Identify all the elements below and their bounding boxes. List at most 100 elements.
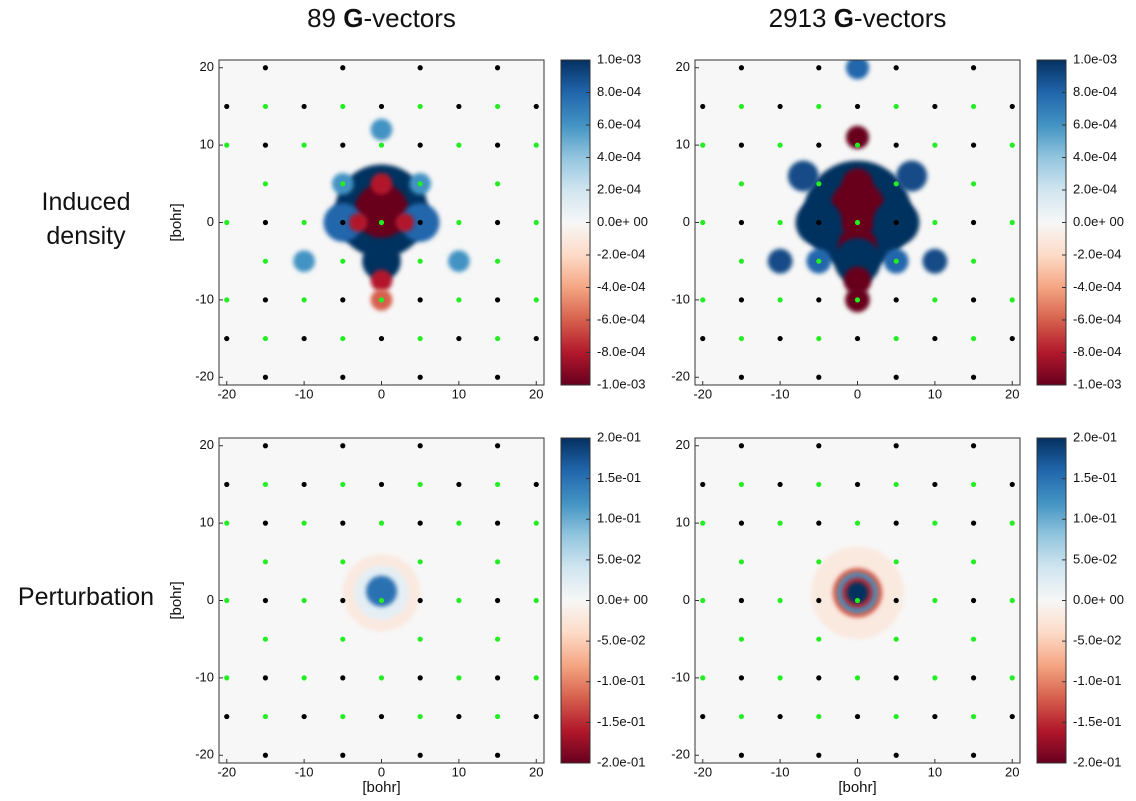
atom bbox=[1009, 335, 1015, 342]
colorbar-tick-label: 1.0e-03 bbox=[597, 51, 641, 66]
x-tick-label: -10 bbox=[771, 386, 790, 401]
atom bbox=[970, 65, 977, 71]
colorbar-tick-label: -1.5e-01 bbox=[597, 714, 645, 729]
colorbar-tick-label: 0.0e+ 00 bbox=[597, 592, 648, 607]
x-tick-label: -10 bbox=[295, 764, 314, 779]
atom bbox=[970, 636, 977, 642]
atom bbox=[854, 597, 861, 604]
atom bbox=[816, 297, 822, 303]
atom bbox=[738, 297, 745, 303]
atom bbox=[970, 713, 977, 720]
atom bbox=[700, 335, 706, 342]
colorbar-tick-label: 6.0e-04 bbox=[597, 116, 641, 131]
x-tick-label: -20 bbox=[693, 764, 712, 779]
field-feature bbox=[354, 183, 409, 238]
atom bbox=[533, 597, 539, 604]
atom bbox=[777, 297, 783, 303]
atom bbox=[262, 520, 269, 526]
colorbar-tick-label: -1.5e-01 bbox=[1073, 714, 1121, 729]
y-tick-label: -20 bbox=[671, 747, 690, 762]
x-tick-label: -10 bbox=[295, 386, 314, 401]
atom bbox=[970, 181, 977, 187]
field-feature bbox=[846, 581, 869, 604]
atom bbox=[456, 297, 462, 303]
atom bbox=[417, 675, 423, 681]
atom bbox=[340, 65, 346, 71]
atom bbox=[340, 297, 346, 303]
atom bbox=[738, 481, 745, 488]
atom bbox=[932, 335, 938, 342]
field-feature bbox=[834, 237, 881, 285]
atom bbox=[533, 297, 539, 303]
atom bbox=[340, 675, 346, 681]
atom bbox=[700, 713, 706, 720]
colorbar-tick-label: 0.0e+ 00 bbox=[597, 214, 648, 229]
atom bbox=[417, 374, 423, 380]
atom bbox=[777, 520, 783, 526]
atom bbox=[340, 520, 346, 526]
atom bbox=[932, 219, 938, 226]
atom bbox=[301, 142, 307, 148]
y-tick-label: -10 bbox=[195, 291, 214, 306]
atom bbox=[262, 559, 269, 565]
atom bbox=[301, 297, 307, 303]
atom bbox=[970, 142, 977, 148]
x-tick-label: -10 bbox=[771, 764, 790, 779]
atom bbox=[970, 481, 977, 488]
colorbar bbox=[1036, 59, 1067, 386]
atom bbox=[494, 258, 501, 264]
colorbar-tick-label: -8.0e-04 bbox=[597, 344, 645, 359]
y-tick-label: -10 bbox=[195, 669, 214, 684]
atom bbox=[1009, 713, 1015, 720]
column-title: 89 G-vectors bbox=[307, 3, 456, 33]
atom bbox=[378, 520, 385, 526]
atom bbox=[301, 713, 307, 720]
atom bbox=[893, 65, 899, 71]
atom bbox=[494, 297, 501, 303]
atom bbox=[417, 181, 423, 187]
atom bbox=[262, 258, 269, 264]
field-feature bbox=[767, 248, 793, 274]
atom bbox=[893, 713, 899, 720]
atom bbox=[494, 103, 501, 110]
field-feature bbox=[362, 241, 401, 281]
atom bbox=[777, 142, 783, 148]
atom bbox=[262, 481, 269, 488]
atom bbox=[970, 374, 977, 380]
atom bbox=[970, 258, 977, 264]
atom bbox=[533, 103, 539, 110]
field-feature bbox=[370, 172, 393, 195]
y-tick-label: 0 bbox=[683, 592, 690, 607]
colorbar-tick-label: 1.0e-03 bbox=[1073, 51, 1117, 66]
atom bbox=[378, 335, 385, 342]
atom bbox=[456, 335, 462, 342]
atom bbox=[777, 219, 783, 226]
atom bbox=[738, 374, 745, 380]
atom bbox=[494, 335, 501, 342]
atom bbox=[456, 142, 462, 148]
atom bbox=[738, 103, 745, 110]
atom bbox=[378, 675, 385, 681]
atom bbox=[777, 335, 783, 342]
atom bbox=[417, 65, 423, 71]
atom bbox=[262, 103, 269, 110]
atom bbox=[301, 597, 307, 604]
colorbar-tick-label: -2.0e-01 bbox=[597, 754, 645, 769]
colorbar-tick-label: -5.0e-02 bbox=[597, 633, 645, 648]
atom bbox=[417, 520, 423, 526]
atom bbox=[893, 181, 899, 187]
atom bbox=[262, 675, 269, 681]
field-feature bbox=[922, 248, 948, 274]
x-tick-label: 10 bbox=[928, 764, 942, 779]
atom bbox=[533, 481, 539, 488]
colorbar-tick-label: 8.0e-04 bbox=[597, 84, 641, 99]
atom bbox=[340, 142, 346, 148]
title-part: G bbox=[343, 3, 363, 33]
atom bbox=[417, 103, 423, 110]
atom bbox=[970, 219, 977, 226]
colorbar-tick-label: 5.0e-02 bbox=[597, 551, 641, 566]
x-tick-label: 20 bbox=[529, 764, 543, 779]
colorbar bbox=[1036, 437, 1067, 764]
atom bbox=[854, 713, 861, 720]
atom bbox=[854, 219, 861, 226]
